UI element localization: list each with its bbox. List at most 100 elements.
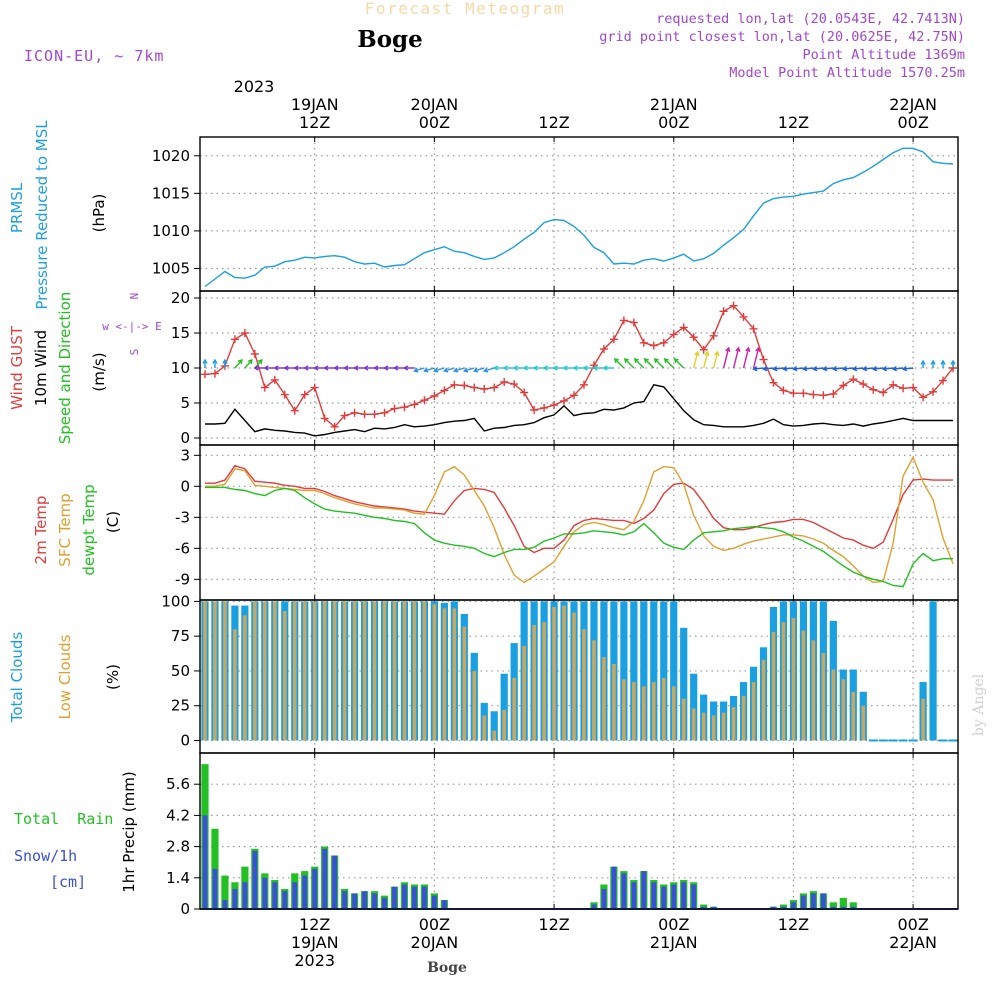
wind-arrow-head xyxy=(263,365,269,371)
snow-bar xyxy=(342,891,348,909)
compass-s: S xyxy=(128,349,141,356)
wind-arrow-head xyxy=(694,350,700,357)
y-tick-label: 20 xyxy=(171,289,190,307)
wind-arrow-head xyxy=(237,358,243,365)
total-cloud-bar xyxy=(650,601,658,741)
pressure-panel: 1005 1010 1015 1020 xyxy=(152,136,959,292)
wind-arrow-head xyxy=(940,359,946,365)
low-cloud-bar xyxy=(342,601,347,741)
footer-location: Boge xyxy=(427,960,467,976)
gust-marker xyxy=(520,388,529,397)
snow-bar xyxy=(810,893,816,909)
wind-arrow-head xyxy=(891,366,898,372)
snow-bar xyxy=(591,904,597,909)
top-date-label: 22JAN xyxy=(889,95,937,114)
snow-bar xyxy=(701,906,707,909)
low-cloud-bar xyxy=(332,601,337,741)
wind-arrow xyxy=(722,347,730,369)
sfc-temp-line xyxy=(205,455,954,584)
wind-arrow-head xyxy=(792,366,798,372)
low-cloud-bar xyxy=(791,618,796,741)
gust-marker xyxy=(490,383,499,392)
wind-arrow-head xyxy=(673,358,679,364)
bottom-date-label: 20JAN xyxy=(411,933,459,952)
gust-marker xyxy=(859,380,868,389)
wind-arrow-head xyxy=(532,365,538,371)
low-cloud-bar xyxy=(721,712,726,741)
low-cloud-bar xyxy=(492,730,497,741)
gust-marker xyxy=(500,378,509,386)
wind-arrow xyxy=(474,367,485,372)
low-cloud-bar xyxy=(701,712,706,741)
wind-arrow-head xyxy=(202,358,208,364)
gust-marker xyxy=(939,376,948,385)
wind-arrow-head xyxy=(542,365,548,371)
snow-bar xyxy=(431,895,437,909)
wind-arrow-head xyxy=(725,346,731,353)
y-tick-label: 10 xyxy=(171,359,190,377)
wind-arrow-head xyxy=(403,365,409,371)
low-cloud-bar xyxy=(352,601,357,741)
wind-arrow xyxy=(484,367,495,372)
wind-arrow-head xyxy=(653,358,659,364)
low-cloud-bar xyxy=(572,612,576,741)
gust-marker xyxy=(210,369,219,378)
snow-cm-label: [cm] xyxy=(50,873,86,891)
low-cloud-bar xyxy=(781,622,786,741)
gust-marker xyxy=(889,380,898,389)
wind-arrow-head xyxy=(257,358,263,365)
low-cloud-bar xyxy=(472,670,477,741)
cloud-labels: Total Clouds Low Clouds (%) xyxy=(8,632,122,724)
snow-bar xyxy=(282,891,288,909)
rain-bar xyxy=(221,875,229,909)
gust-marker xyxy=(769,378,778,387)
low-cloud-bar xyxy=(532,625,536,741)
wind-arrow-head xyxy=(735,346,741,353)
wind-arrow-head xyxy=(413,367,419,373)
forecast-title: Forecast Meteogram xyxy=(365,0,565,18)
gust-marker xyxy=(669,330,678,339)
temp-panel: 3 0 -3 -6 -9 xyxy=(175,444,959,601)
low-cloud-bar xyxy=(841,679,846,741)
precip-labels: Total Rain Snow/1h [cm] 1hr Precip (mm) xyxy=(14,771,138,892)
snow-bar xyxy=(771,906,776,909)
wind-arrow-head xyxy=(762,366,768,372)
snow-bar xyxy=(372,893,377,909)
gust-marker xyxy=(560,396,569,405)
compass-n: N xyxy=(128,293,141,300)
low-cloud-bar xyxy=(582,629,586,741)
low-cloud-bar xyxy=(372,601,377,741)
snow-bar xyxy=(441,900,447,909)
total-cloud-bar xyxy=(620,601,628,741)
wind-arrow-head xyxy=(423,367,429,373)
gust-marker xyxy=(919,393,928,402)
wind-arrow-head xyxy=(512,365,518,371)
low-cloud-bar xyxy=(292,601,297,741)
low-cloud-bar xyxy=(402,601,407,741)
wind-arrow xyxy=(434,367,445,372)
wind-arrow xyxy=(444,367,455,372)
grid-point-coords: grid point closest lon,lat (20.0625E, 42… xyxy=(599,29,965,45)
gust-marker xyxy=(290,406,299,415)
low-cloud-bar xyxy=(282,611,287,741)
wind-arrow-head xyxy=(343,365,349,371)
wind-arrow xyxy=(873,367,884,370)
low-cloud-bar xyxy=(392,601,397,741)
snow-bar xyxy=(671,884,677,909)
gust-marker xyxy=(570,391,579,400)
y-tick-label: -9 xyxy=(175,570,190,588)
snow-bar xyxy=(352,893,357,909)
gust-marker xyxy=(599,345,608,354)
low-cloud-bar xyxy=(243,615,247,741)
wind-gust-line xyxy=(204,304,954,428)
wind-arrow-head xyxy=(562,365,568,371)
low-cloud-bar xyxy=(432,604,437,741)
gust-marker xyxy=(510,380,519,389)
top-time-label: 00Z xyxy=(897,113,928,132)
low-cloud-bar xyxy=(751,682,756,741)
gust-marker xyxy=(460,381,469,390)
low-cloud-bar xyxy=(622,679,626,741)
wind-arrow-head xyxy=(222,358,228,364)
snow-bar xyxy=(382,897,387,909)
